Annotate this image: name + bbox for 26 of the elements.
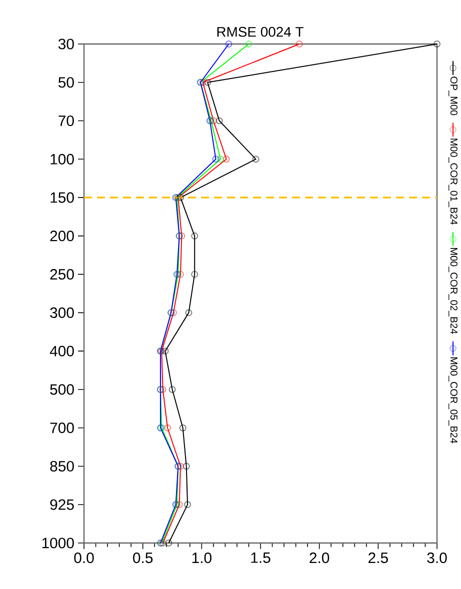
legend-label: OP_M00 [448, 76, 458, 116]
y-tick-label: 500 [50, 384, 74, 395]
legend-label: M00_COR_01_B24 [448, 138, 458, 225]
y-tick-label: 70 [58, 115, 74, 126]
y-tick-label: 700 [50, 422, 74, 434]
x-tick-label: 2.5 [368, 552, 388, 564]
x-tick-label: 1.5 [251, 552, 270, 563]
legend-label: M00_COR_05_B24 [448, 357, 458, 444]
y-tick-label: 100 [50, 154, 74, 164]
x-tick-label: 1.0 [192, 552, 212, 564]
y-tick-label: 250 [50, 269, 74, 280]
y-tick-label: 150 [50, 192, 74, 203]
y-tick-label: 850 [50, 460, 74, 472]
y-tick-label: 1000 [42, 538, 74, 548]
y-tick-label: 925 [50, 499, 74, 510]
legend-label: M00_COR_02_B24 [448, 248, 458, 334]
y-tick-label: 400 [50, 346, 74, 356]
y-tick-label: 300 [50, 307, 74, 318]
x-tick-label: 2.0 [310, 552, 330, 564]
x-tick-label: 0.0 [74, 552, 94, 564]
x-tick-label: 0.5 [133, 552, 153, 564]
x-tick-label: 3.0 [427, 552, 447, 564]
chart-title: RMSE 0024 T [217, 26, 304, 37]
y-tick-label: 200 [50, 230, 74, 242]
y-tick-label: 30 [58, 38, 74, 50]
y-tick-label: 50 [58, 77, 74, 88]
